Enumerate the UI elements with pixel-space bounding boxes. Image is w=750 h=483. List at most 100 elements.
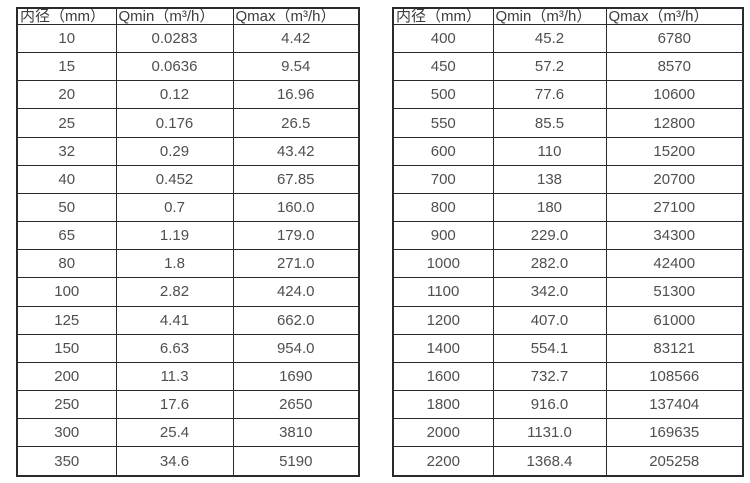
- table-cell: 2200: [392, 446, 494, 477]
- table-cell: 342.0: [492, 277, 607, 307]
- table-row: 400 45.2 6780: [392, 23, 744, 54]
- table-cell: 2.82: [115, 277, 234, 307]
- table-cell: 1800: [392, 390, 494, 420]
- table-cell: 424.0: [232, 277, 360, 307]
- table-cell: 8570: [605, 52, 744, 82]
- table-cell: 5190: [232, 446, 360, 477]
- table-row: 25 0.176 26.5: [16, 108, 360, 138]
- table-cell: 1000: [392, 249, 494, 279]
- table-cell: 42400: [605, 249, 744, 279]
- table-cell: 271.0: [232, 249, 360, 279]
- table-cell: 9.54: [232, 52, 360, 82]
- table-row: 10 0.0283 4.42: [16, 23, 360, 54]
- table-cell: 200: [16, 361, 117, 392]
- table-body: 10 0.0283 4.42 15 0.0636 9.54 20 0.12 16.96 25 0.1…: [16, 23, 360, 477]
- table-cell: 554.1: [492, 333, 607, 363]
- table-row: 80 1.8 271.0: [16, 249, 360, 279]
- table-cell: 26.5: [232, 108, 360, 138]
- table-cell: 137404: [605, 390, 744, 420]
- table-cell: 57.2: [492, 52, 607, 82]
- table-cell: 100: [16, 277, 117, 307]
- header-qmax: Qmax（m³/h）: [605, 7, 744, 25]
- table-cell: 10: [16, 23, 117, 54]
- table-cell: 250: [16, 390, 117, 420]
- table-cell: 110: [492, 136, 607, 166]
- table-cell: 51300: [605, 277, 744, 307]
- table-cell: 32: [16, 136, 117, 166]
- table-cell: 1368.4: [492, 446, 607, 477]
- table-cell: 2650: [232, 390, 360, 420]
- table-body: 400 45.2 6780 450 57.2 8570 500 77.6 10600 550 85.…: [392, 23, 744, 477]
- table-row: 700 138 20700: [392, 164, 744, 194]
- table-cell: 407.0: [492, 305, 607, 335]
- table-cell: 179.0: [232, 221, 360, 251]
- table-cell: 0.29: [115, 136, 234, 166]
- table-cell: 45.2: [492, 23, 607, 54]
- table-cell: 282.0: [492, 249, 607, 279]
- table-row: 600 110 15200: [392, 136, 744, 166]
- table-cell: 2000: [392, 418, 494, 448]
- table-cell: 4.41: [115, 305, 234, 335]
- table-row: 250 17.6 2650: [16, 390, 360, 420]
- table-cell: 400: [392, 23, 494, 54]
- table-cell: 700: [392, 164, 494, 194]
- table-row: 20 0.12 16.96: [16, 80, 360, 110]
- table-cell: 1690: [232, 361, 360, 392]
- table-row: 150 6.63 954.0: [16, 333, 360, 363]
- table-row: 32 0.29 43.42: [16, 136, 360, 166]
- table-cell: 0.176: [115, 108, 234, 138]
- table-cell: 6.63: [115, 333, 234, 363]
- table-cell: 500: [392, 80, 494, 110]
- table-cell: 12800: [605, 108, 744, 138]
- header-row: 内径（mm） Qmin（m³/h） Qmax（m³/h）: [16, 7, 360, 25]
- table-row: 1100 342.0 51300: [392, 277, 744, 307]
- table-cell: 40: [16, 164, 117, 194]
- table-cell: 83121: [605, 333, 744, 363]
- table-cell: 50: [16, 192, 117, 223]
- header-inner-diameter: 内径（mm）: [392, 7, 494, 25]
- table-cell: 550: [392, 108, 494, 138]
- table-cell: 954.0: [232, 333, 360, 363]
- table-cell: 65: [16, 221, 117, 251]
- table-cell: 1.8: [115, 249, 234, 279]
- header-qmax: Qmax（m³/h）: [232, 7, 360, 25]
- table-cell: 150: [16, 333, 117, 363]
- table-cell: 1400: [392, 333, 494, 363]
- table-row: 200 11.3 1690: [16, 361, 360, 392]
- table-cell: 1131.0: [492, 418, 607, 448]
- table-cell: 4.42: [232, 23, 360, 54]
- header-qmin: Qmin（m³/h）: [115, 7, 234, 25]
- table-row: 300 25.4 3810: [16, 418, 360, 448]
- table-row: 450 57.2 8570: [392, 52, 744, 82]
- flow-table-small-diameters: 内径（mm） Qmin（m³/h） Qmax（m³/h） 10 0.0283 4.4…: [16, 7, 360, 477]
- table-cell: 1600: [392, 361, 494, 392]
- flow-table-large-diameters: 内径（mm） Qmin（m³/h） Qmax（m³/h） 400 45.2 6780…: [392, 7, 744, 477]
- table-cell: 61000: [605, 305, 744, 335]
- table-cell: 0.0283: [115, 23, 234, 54]
- table-cell: 108566: [605, 361, 744, 392]
- table-cell: 85.5: [492, 108, 607, 138]
- table-cell: 900: [392, 221, 494, 251]
- table-row: 1800 916.0 137404: [392, 390, 744, 420]
- table-row: 15 0.0636 9.54: [16, 52, 360, 82]
- table-row: 40 0.452 67.85: [16, 164, 360, 194]
- table-row: 100 2.82 424.0: [16, 277, 360, 307]
- table-cell: 205258: [605, 446, 744, 477]
- table-row: 550 85.5 12800: [392, 108, 744, 138]
- table-cell: 160.0: [232, 192, 360, 223]
- table-row: 1000 282.0 42400: [392, 249, 744, 279]
- table-cell: 169635: [605, 418, 744, 448]
- table-cell: 138: [492, 164, 607, 194]
- table-cell: 20700: [605, 164, 744, 194]
- table-row: 125 4.41 662.0: [16, 305, 360, 335]
- header-inner-diameter: 内径（mm）: [16, 7, 117, 25]
- header-row: 内径（mm） Qmin（m³/h） Qmax（m³/h）: [392, 7, 744, 25]
- table-cell: 229.0: [492, 221, 607, 251]
- header-qmin: Qmin（m³/h）: [492, 7, 607, 25]
- table-cell: 3810: [232, 418, 360, 448]
- table-cell: 67.85: [232, 164, 360, 194]
- table-cell: 11.3: [115, 361, 234, 392]
- table-cell: 300: [16, 418, 117, 448]
- table-cell: 1.19: [115, 221, 234, 251]
